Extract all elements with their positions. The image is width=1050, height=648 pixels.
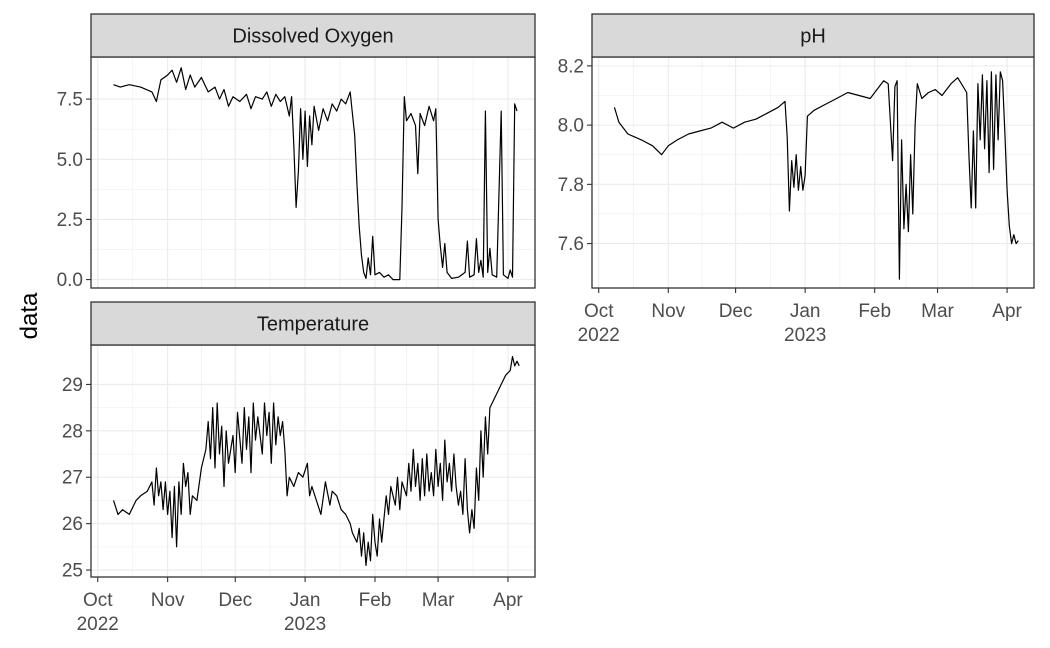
panel-ph: 7.6 7.8 8.0 8.2 pH Oct 2022 Nov Dec Jan 2023 Feb Mar… bbox=[558, 13, 1035, 346]
facet-strip bbox=[90, 301, 536, 346]
x-tick-label: Apr bbox=[992, 301, 1022, 322]
y-tick-label: 26 bbox=[62, 514, 83, 535]
panel-dissolved-oxygen: 0.0 2.5 5.0 7.5 Dissolved Oxygen bbox=[57, 13, 536, 291]
x-tick-label: Jan bbox=[290, 590, 321, 611]
facet-strip-label: Dissolved Oxygen bbox=[232, 26, 393, 48]
x-tick-label: Nov bbox=[151, 590, 185, 611]
x-tick-label: Dec bbox=[218, 590, 252, 611]
x-tick-label: Oct bbox=[584, 301, 614, 322]
y-tick-label: 7.5 bbox=[57, 90, 83, 111]
x-tick-label: Jan bbox=[790, 301, 821, 322]
x-tick-label: Oct bbox=[83, 590, 113, 611]
x-tick-label: Mar bbox=[422, 590, 455, 611]
x-tick-label: Feb bbox=[858, 301, 891, 322]
y-tick-label: 29 bbox=[62, 375, 83, 396]
panel-background bbox=[592, 57, 1034, 288]
y-tick-label: 8.2 bbox=[558, 56, 584, 77]
series-line-dissolved-oxygen bbox=[113, 67, 518, 281]
series-line-ph bbox=[613, 71, 1019, 280]
y-tick-label: 7.6 bbox=[558, 234, 584, 255]
facet-strip bbox=[591, 13, 1035, 58]
facet-strip bbox=[90, 13, 536, 58]
panels: 0.0 2.5 5.0 7.5 Dissolved Oxygen 7.6 7.8 8.0 8.2… bbox=[57, 13, 1035, 635]
y-tick-label: 7.8 bbox=[558, 175, 584, 196]
y-tick-label: 2.5 bbox=[57, 210, 83, 231]
x-tick-label: Apr bbox=[493, 590, 523, 611]
y-tick-label: 5.0 bbox=[57, 150, 83, 171]
y-tick-label: 25 bbox=[62, 561, 83, 582]
y-tick-label: 28 bbox=[62, 421, 83, 442]
facet-strip-label: pH bbox=[800, 26, 826, 48]
y-axis-title: data bbox=[16, 292, 43, 339]
x-tick-sublabel: 2023 bbox=[784, 325, 826, 346]
y-tick-label: 0.0 bbox=[57, 270, 83, 291]
x-tick-label: Feb bbox=[359, 590, 392, 611]
x-tick-label: Mar bbox=[921, 301, 954, 322]
y-tick-label: 8.0 bbox=[558, 116, 584, 137]
facet-strip-label: Temperature bbox=[257, 314, 369, 336]
x-tick-sublabel: 2022 bbox=[77, 614, 119, 635]
panel-temperature: 25 26 27 28 29 Temperature Oct 2022 Nov Dec Jan 202… bbox=[62, 301, 536, 635]
x-tick-label: Nov bbox=[651, 301, 685, 322]
x-tick-sublabel: 2023 bbox=[284, 614, 326, 635]
y-tick-label: 27 bbox=[62, 468, 83, 489]
x-tick-label: Dec bbox=[719, 301, 753, 322]
panel-background bbox=[91, 345, 535, 577]
x-tick-sublabel: 2022 bbox=[578, 325, 620, 346]
series-line-temperature bbox=[112, 356, 520, 566]
